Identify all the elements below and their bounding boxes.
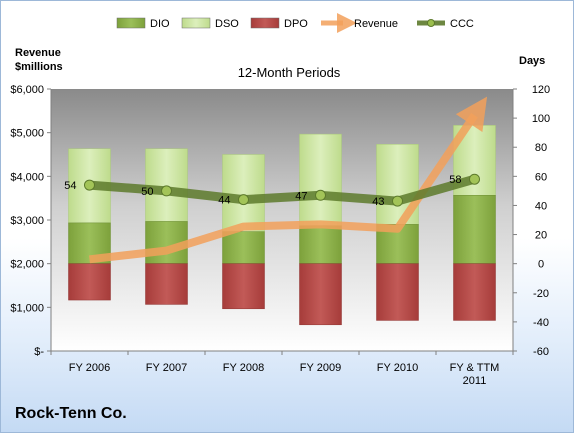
ccc-point [161,185,172,197]
bar-dso [299,133,342,227]
ccc-data-label: 54 [64,180,76,192]
right-tick-label: 120 [532,84,550,96]
left-axis-label-line2: $millions [15,61,63,73]
left-tick-label: $2,000 [10,259,44,271]
right-tick-label: -60 [533,346,549,358]
ccc-line [89,174,476,206]
right-tick-label: 80 [535,142,547,154]
bar-dio [222,231,265,264]
right-tick-label: 100 [532,113,550,125]
revenue-line [89,96,488,264]
bar-dpo [145,263,188,305]
x-tick-label: FY 2010 [377,362,418,374]
left-tick-label: $4,000 [10,171,44,183]
bar-dso [145,148,188,222]
ccc-data-label: 50 [141,186,153,198]
right-tick-label: 60 [535,171,547,183]
x-tick-label: FY 2007 [146,362,187,374]
legend-swatch-dso [181,17,211,29]
bar-dio [299,225,342,264]
ccc-point [315,189,326,201]
ccc-point [238,194,249,206]
legend-label-dio: DIO [150,18,170,30]
ccc-data-label: 44 [218,195,230,207]
right-tick-label: -40 [533,317,549,329]
left-tick-label: $1,000 [10,302,44,314]
legend-label-revenue: Revenue [354,18,398,30]
x-tick-label: FY & TTM [450,362,500,374]
left-tick-label: $3,000 [10,215,44,227]
ccc-point [84,179,95,191]
bar-dpo [299,263,342,326]
axes-layer: $- $1,000 $2,000 $3,000 $4,000 $5,000 $6,000 -6… [10,84,550,387]
right-tick-label: 20 [535,230,547,242]
ccc-point [392,195,403,207]
legend-swatch-dio [116,17,146,29]
bar-dpo [453,263,496,321]
plot-area [51,89,513,351]
ccc-data-label: 43 [372,196,384,208]
x-tick-label: FY 2006 [69,362,110,374]
legend-label-dso: DSO [215,18,239,30]
legend: DIO DSO DPO Revenue CCC [116,13,474,33]
legend-swatch-ccc-marker [427,19,435,27]
right-tick-label: 40 [535,200,547,212]
company-name: Rock-Tenn Co. [15,405,127,422]
legend-label-ccc: CCC [450,18,474,30]
right-axis-label: Days [519,55,545,67]
left-tick-label: $5,000 [10,128,44,140]
bar-dpo [376,263,419,321]
x-tick-label: FY 2008 [223,362,264,374]
x-tick-label: 2011 [463,375,487,387]
bars-layer [68,125,496,326]
ccc-point [469,173,480,185]
legend-swatch-dpo [250,17,280,29]
bar-dpo [68,263,111,301]
right-tick-label: -20 [533,288,549,300]
left-tick-label: $- [34,346,44,358]
x-tick-label: FY 2009 [300,362,341,374]
bar-dio [453,195,496,264]
left-axis-label-line1: Revenue [15,47,61,59]
bar-dso [222,154,265,232]
ccc-data-label: 47 [295,190,307,202]
lines-layer: 54 50 44 47 43 58 [64,96,488,264]
legend-label-dpo: DPO [284,18,308,30]
right-tick-label: 0 [538,259,544,271]
chart-title: 12-Month Periods [238,65,341,80]
bar-dpo [222,263,265,310]
ccc-data-label: 58 [449,174,461,186]
left-tick-label: $6,000 [10,84,44,96]
